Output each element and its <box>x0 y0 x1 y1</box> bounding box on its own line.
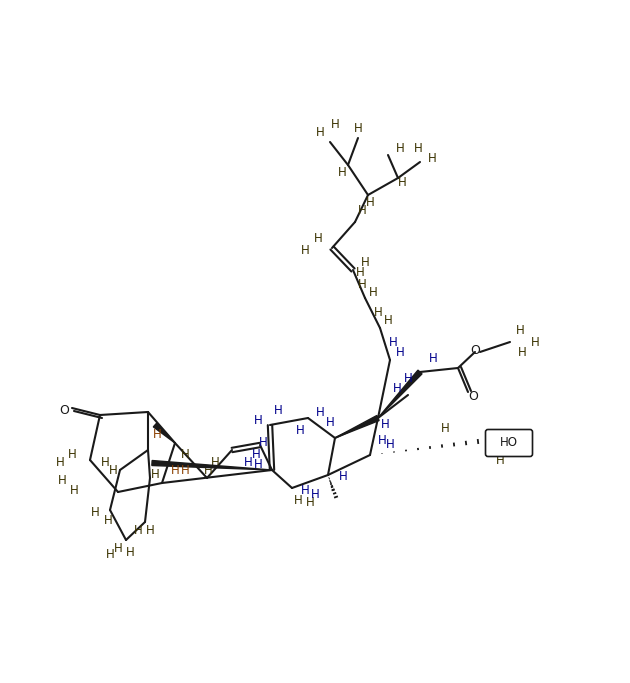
Polygon shape <box>335 415 379 438</box>
Text: H: H <box>396 346 404 359</box>
Text: H: H <box>338 165 346 178</box>
Text: H: H <box>103 514 112 527</box>
Polygon shape <box>153 423 175 443</box>
Text: H: H <box>203 464 212 477</box>
Text: H: H <box>339 471 347 484</box>
Text: H: H <box>151 469 159 482</box>
Text: O: O <box>470 344 480 357</box>
Polygon shape <box>378 370 422 418</box>
Text: H: H <box>358 204 367 217</box>
Text: H: H <box>146 523 154 537</box>
Text: H: H <box>254 413 262 426</box>
Text: H: H <box>369 285 377 298</box>
FancyBboxPatch shape <box>486 430 532 456</box>
Text: H: H <box>106 548 115 561</box>
Text: H: H <box>353 122 362 135</box>
Text: H: H <box>55 456 64 469</box>
Text: H: H <box>374 305 382 318</box>
Text: H: H <box>108 464 117 477</box>
Text: H: H <box>404 372 413 385</box>
Text: H: H <box>294 494 302 507</box>
Text: H: H <box>171 464 180 477</box>
Text: H: H <box>515 324 524 337</box>
Text: H: H <box>244 456 253 469</box>
Text: H: H <box>301 484 309 497</box>
Text: H: H <box>306 495 314 509</box>
Text: H: H <box>428 352 437 365</box>
Text: H: H <box>210 456 219 469</box>
Text: H: H <box>398 176 406 189</box>
Text: H: H <box>496 454 505 466</box>
Text: H: H <box>125 546 134 559</box>
Text: H: H <box>101 456 110 469</box>
Text: H: H <box>113 542 122 555</box>
Text: H: H <box>355 266 364 279</box>
Text: H: H <box>381 419 389 432</box>
Text: H: H <box>316 126 324 139</box>
Text: H: H <box>331 118 340 132</box>
Text: O: O <box>59 404 69 417</box>
Text: H: H <box>414 141 422 154</box>
Text: H: H <box>254 458 262 471</box>
Text: H: H <box>384 313 392 326</box>
Text: H: H <box>365 195 374 208</box>
Polygon shape <box>152 460 272 470</box>
Text: H: H <box>259 436 267 449</box>
Text: H: H <box>273 404 282 417</box>
Text: H: H <box>181 464 190 477</box>
Text: O: O <box>468 391 478 404</box>
Text: H: H <box>314 232 323 245</box>
Text: H: H <box>518 346 527 359</box>
Text: H: H <box>57 473 66 486</box>
Text: H: H <box>67 449 76 462</box>
Text: H: H <box>360 257 369 270</box>
Text: H: H <box>91 505 100 518</box>
Text: H: H <box>295 423 304 436</box>
Text: H: H <box>326 415 335 428</box>
Text: H: H <box>358 279 367 292</box>
Text: H: H <box>392 382 401 395</box>
Text: H: H <box>530 335 539 348</box>
Text: H: H <box>389 335 398 348</box>
Text: H: H <box>377 434 386 447</box>
Text: H: H <box>301 244 309 257</box>
Text: H: H <box>70 484 78 497</box>
Text: H: H <box>428 152 437 165</box>
Text: HO: HO <box>500 436 518 449</box>
Text: H: H <box>152 428 161 441</box>
Text: H: H <box>386 438 394 451</box>
Text: H: H <box>134 523 142 537</box>
Text: H: H <box>251 449 260 462</box>
Text: H: H <box>440 421 449 434</box>
Text: H: H <box>181 449 190 462</box>
Text: H: H <box>311 488 319 501</box>
Text: H: H <box>316 406 324 419</box>
Text: H: H <box>396 141 404 154</box>
